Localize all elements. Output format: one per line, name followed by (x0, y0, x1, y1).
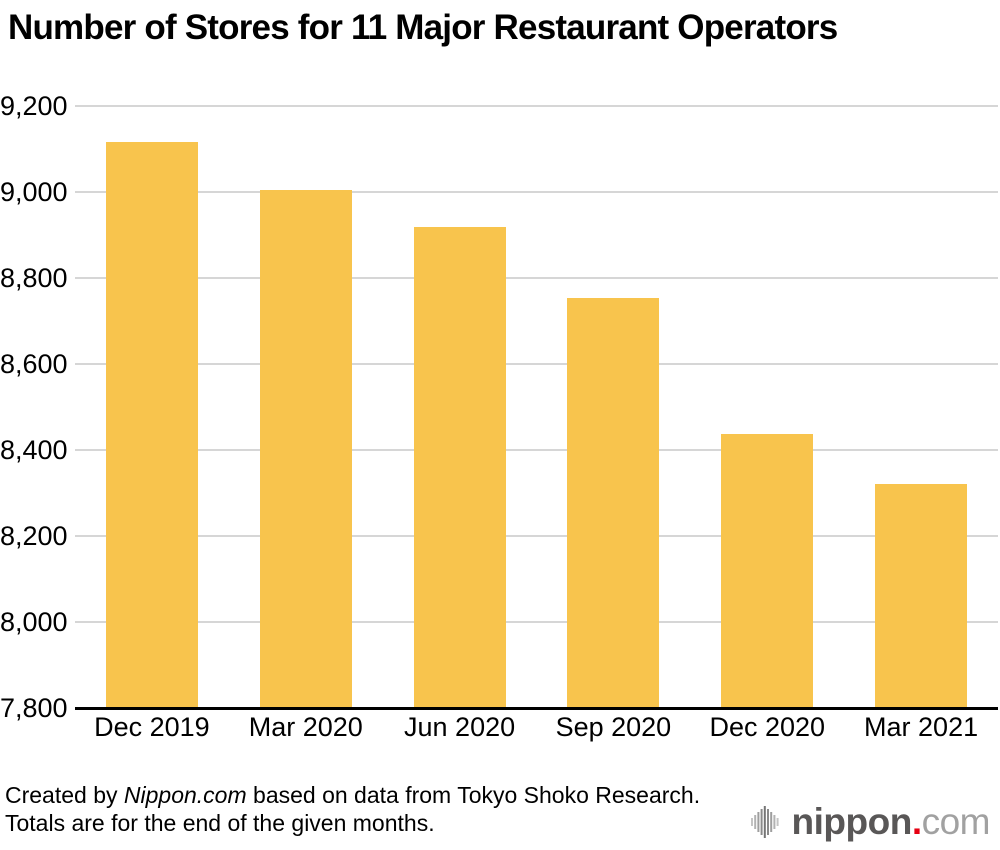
bar-sep-2020 (567, 297, 660, 707)
x-category-label: Mar 2020 (248, 712, 363, 742)
x-category-label: Mar 2021 (864, 712, 979, 742)
credit-prefix: Created by (5, 782, 124, 808)
bar-jun-2020 (413, 227, 506, 707)
x-axis-line (75, 707, 998, 710)
x-category-label: Dec 2020 (709, 712, 826, 742)
plot-area: 9,200 9,000 8,800 8,600 8,400 8,200 8,000 7,800… (0, 91, 998, 742)
gridline (75, 449, 998, 451)
bar-mar-2020 (259, 189, 352, 707)
logo-brand-dark: nippon (791, 801, 913, 842)
y-tick-label: 8,200 (0, 521, 68, 551)
bar-dec-2020 (721, 434, 814, 707)
audio-wave-icon (750, 805, 779, 838)
y-tick-label: 8,400 (0, 435, 68, 465)
gridline (75, 277, 998, 279)
gridline (75, 105, 998, 107)
x-category-label: Sep 2020 (555, 712, 672, 742)
gridline (75, 621, 998, 623)
credit-line: Created by Nippon.com based on data from… (5, 782, 700, 809)
y-tick-label: 7,800 (0, 693, 68, 723)
nippon-logo: nippon.com (750, 801, 991, 842)
credit-suffix: based on data from Tokyo Shoko Research. (246, 782, 701, 808)
bar-dec-2019 (105, 141, 198, 707)
gridline (75, 535, 998, 537)
chart-title: Number of Stores for 11 Major Restaurant… (8, 8, 838, 47)
y-tick-label: 8,000 (0, 607, 68, 637)
y-tick-label: 9,200 (0, 91, 68, 121)
y-tick-label: 9,000 (0, 177, 68, 207)
gridline (75, 191, 998, 193)
bar-mar-2021 (875, 483, 968, 707)
x-category-label: Dec 2019 (94, 712, 210, 742)
credit-source: Nippon.com (123, 782, 247, 808)
gridline (75, 363, 998, 365)
x-category-label: Jun 2020 (404, 712, 516, 742)
y-tick-label: 8,800 (0, 263, 68, 293)
logo-brand-dot: . (911, 801, 922, 842)
y-tick-label: 8,600 (0, 349, 68, 379)
logo-wordmark: nippon.com (791, 801, 991, 842)
note-line: Totals are for the end of the given mont… (5, 810, 435, 836)
logo-brand-light: com (921, 801, 991, 842)
